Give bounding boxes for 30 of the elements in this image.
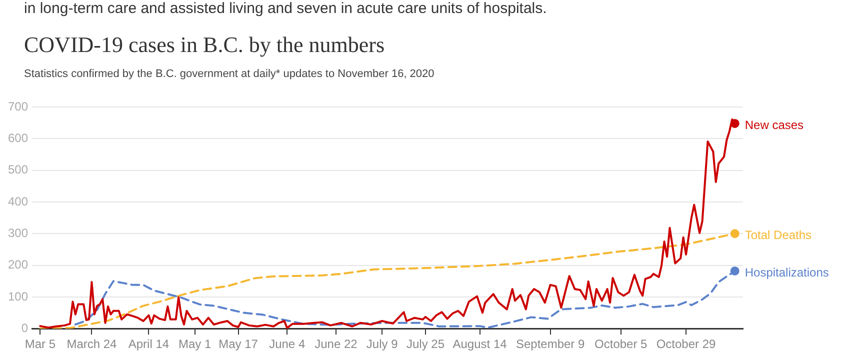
x-tick-label: August 14	[452, 337, 508, 352]
y-tick-label: 100	[8, 289, 28, 304]
point	[730, 266, 740, 276]
y-tick-label: 600	[8, 130, 28, 145]
point	[730, 118, 740, 128]
point	[730, 229, 740, 238]
x-tick-label: May 1	[178, 337, 212, 352]
series-label: New cases	[744, 118, 804, 132]
y-tick-label: 300	[8, 226, 28, 240]
y-tick-label: 700	[8, 99, 28, 114]
series-label: Hospitalizations	[744, 265, 829, 280]
chart-title: COVID-19 cases in B.C. by the numbers	[24, 32, 385, 58]
x-tick-label: April 14	[128, 337, 170, 352]
x-tick-label: March 24	[66, 337, 118, 352]
x-tick-label: Mar 5	[24, 337, 56, 352]
y-tick-label: 0	[21, 320, 28, 335]
y-tick-label: 400	[8, 194, 28, 208]
x-tick-label: October 29	[656, 337, 716, 352]
x-tick-label: July 9	[366, 337, 398, 352]
y-tick-label: 200	[8, 258, 28, 272]
x-tick-label: June 22	[314, 337, 358, 352]
x-tick-label: September 9	[516, 337, 586, 352]
chart-subtitle: Statistics confirmed by the B.C. government at daily* updates to November 16, 2020	[24, 68, 434, 80]
series-label: Total Deaths	[744, 228, 812, 242]
text: in long-term care and assisted living and seven in acute care units of hospitals.	[24, 0, 547, 17]
x-tick-label: June 4	[269, 337, 306, 352]
y-tick-label: 500	[8, 162, 28, 177]
x-tick-label: October 5	[594, 337, 648, 352]
x-tick-label: May 17	[218, 337, 258, 352]
x-tick-label: July 25	[406, 337, 445, 352]
